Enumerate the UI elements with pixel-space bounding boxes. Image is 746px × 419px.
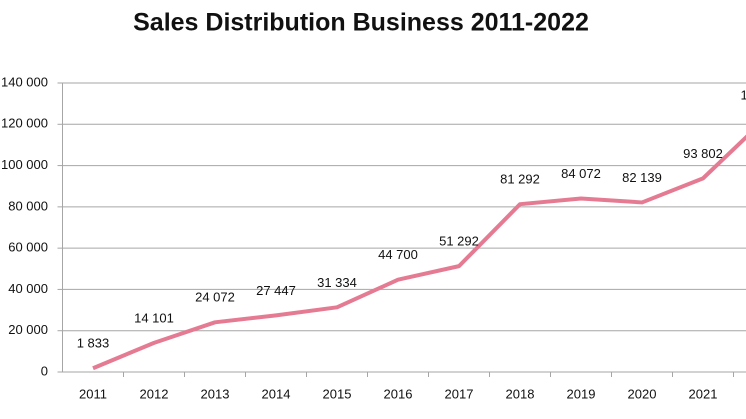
x-tick-label: 2016 [384,386,413,401]
data-label: 44 700 [378,247,418,262]
x-tick-label: 2013 [201,386,230,401]
chart-title: Sales Distribution Business 2011-2022 [133,9,589,37]
data-line [92,134,746,371]
x-tick-label: 2011 [79,386,107,401]
x-tick-label: 2021 [689,386,718,401]
data-label: 122 000 [741,88,746,103]
y-tick-label: 120 000 [1,116,48,131]
data-label: 81 292 [500,172,540,187]
data-label: 14 101 [134,310,174,325]
data-label: 27 447 [256,283,296,298]
x-tick-label: 2017 [445,386,474,401]
y-tick-label: 20 000 [8,322,48,337]
y-tick-label: 100 000 [1,157,48,172]
x-tick-label: 2015 [323,386,352,401]
data-label: 1 833 [77,336,110,351]
y-tick-label: 80 000 [8,198,48,213]
x-tick-label: 2020 [628,386,657,401]
x-tick-label: 2012 [140,386,169,401]
y-tick-label: 40 000 [8,281,48,296]
data-label: 93 802 [683,146,723,161]
x-tick-label: 2014 [262,386,291,401]
x-tick-label: 2018 [506,386,535,401]
data-label: 24 072 [195,290,235,305]
y-tick-label: 60 000 [8,240,48,255]
data-label: 84 072 [561,166,601,181]
y-tick-label: 140 000 [1,74,48,89]
data-label: 51 292 [439,234,479,249]
x-tick-label: 2019 [567,386,596,401]
data-label: 31 334 [317,275,357,290]
data-label: 82 139 [622,170,662,185]
y-tick-label: 0 [41,363,48,378]
